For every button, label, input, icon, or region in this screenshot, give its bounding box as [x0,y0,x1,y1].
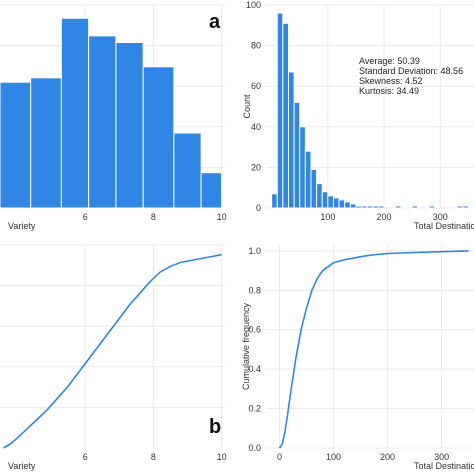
histogram-bar [361,205,368,209]
histogram-bar [349,203,357,209]
y-tick-label: 60 [251,81,261,91]
histogram-bar [142,66,175,209]
histogram-bar [0,81,32,209]
histogram-bar [321,191,329,209]
x-tick-label: 6 [83,212,88,222]
histogram-bar [327,195,334,209]
histogram-bar [366,205,374,209]
histogram-bar [332,197,340,209]
x-tick-label: 100 [326,452,341,462]
stat-std: Standard Deviation: 48.56 [359,66,463,76]
histogram-bar [316,183,323,209]
histogram-bar [173,132,202,209]
x-tick-label: 100 [320,212,335,222]
x-tick-label: 8 [151,452,156,462]
histogram-bar [394,205,402,209]
histogram-bar [304,150,312,209]
stat-kurtosis: Kurtosis: 34.49 [359,86,419,96]
x-axis-label: Variety [8,461,36,471]
y-tick-label: 1.0 [248,246,261,256]
chart-bottom-right: 0 100 200 300 0.0 0.2 0.4 0.6 0.8 1.0 Total Destin… [241,245,474,471]
histogram-bar [293,101,301,209]
stat-skewness: Skewness: 4.52 [359,76,423,86]
histogram-bar [456,205,464,209]
y-tick-label: 0.0 [248,443,261,453]
chart-top-right: 100 200 300 0 20 40 60 80 100 Total Destination Co… [242,0,474,231]
y-tick-label: 0.2 [248,404,261,414]
histogram-bar [200,172,223,209]
panel-letter-a: a [209,11,221,33]
chart-bottom-left: 6 8 10 Variety [0,244,227,471]
histogram-bar [287,71,295,209]
stats-box: Average: 50.39 Standard Deviation: 48.56… [359,56,463,96]
panel-letter-b: b [209,416,221,438]
x-tick-label: 200 [380,452,395,462]
y-tick-label: 0 [256,203,261,213]
x-tick-label: 300 [434,452,449,462]
y-tick-label: 40 [251,122,261,132]
histogram-bar [271,193,278,209]
histogram-bar [299,126,306,209]
cdf-line [278,250,469,449]
histogram-bar [372,205,379,209]
x-tick-label: 300 [433,212,448,222]
y-tick-label: 20 [251,162,261,172]
stat-average: Average: 50.39 [359,56,420,66]
y-tick-label: 0.4 [248,364,261,374]
x-tick-label: 10 [217,452,227,462]
cdf-line [3,253,222,449]
histogram-bar [276,12,284,209]
histogram-bar [88,35,117,209]
histogram-bar [355,205,363,209]
histogram-bar [462,205,469,209]
x-axis-label: Total Destination [414,461,474,471]
histogram-bar [411,205,419,209]
histogram-bar [377,205,385,209]
x-tick-label: 6 [83,452,88,462]
histogram-bar [344,201,351,209]
x-tick-label: 200 [377,212,392,222]
y-axis-label: Count [242,94,252,119]
histogram-bar [310,168,318,209]
y-tick-label: 0.6 [248,325,261,335]
x-tick-label: 10 [217,212,227,222]
histogram-bar [30,77,62,209]
chart-top-left: 6 8 10 Variety [0,4,227,231]
y-tick-label: 80 [251,41,261,51]
y-tick-label: 100 [246,0,261,10]
x-tick-label: 8 [151,212,156,222]
y-axis-label: Cumulative frequency [241,302,251,390]
y-tick-label: 0.8 [248,285,261,295]
histogram-bar [60,17,90,209]
x-axis-label: Variety [8,221,36,231]
histogram-bar [282,22,289,209]
x-tick-label: 0 [277,452,282,462]
histogram-bar [338,199,346,209]
histogram-bar [115,42,144,209]
histogram-bar [428,205,436,209]
x-axis-label: Total Destination [414,221,474,231]
